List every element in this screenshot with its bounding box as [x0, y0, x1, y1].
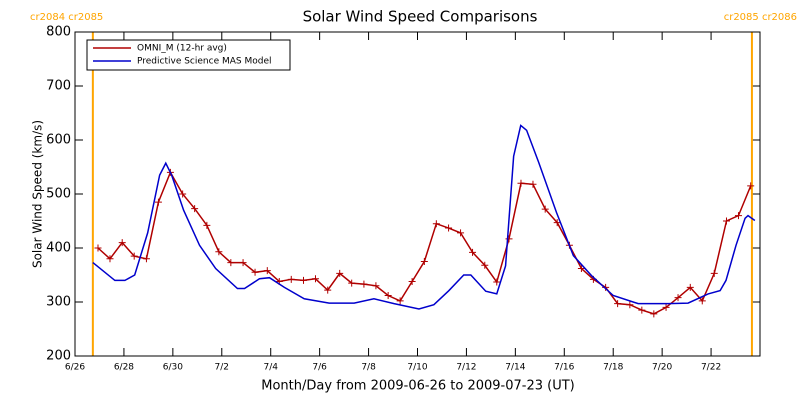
- data-point: [118, 239, 126, 247]
- data-point: [710, 269, 718, 277]
- data-point: [457, 229, 465, 237]
- data-point: [734, 212, 742, 220]
- data-point: [142, 255, 150, 263]
- x-tick-label: 6/30: [163, 363, 183, 373]
- legend-label: OMNI_M (12-hr avg): [137, 44, 227, 54]
- data-point: [336, 269, 344, 277]
- plot-frame: [74, 31, 761, 357]
- data-point: [493, 278, 501, 286]
- data-point: [227, 259, 235, 267]
- data-point: [154, 198, 162, 206]
- x-tick-label: 7/12: [456, 363, 476, 373]
- data-point: [299, 276, 307, 284]
- x-tick-label: 6/28: [114, 363, 134, 373]
- chart-title: Solar Wind Speed Comparisons: [303, 8, 538, 26]
- data-point: [106, 255, 114, 263]
- data-point: [372, 282, 380, 290]
- data-point: [94, 244, 102, 252]
- x-tick-label: 7/6: [312, 363, 327, 373]
- data-point: [662, 303, 670, 311]
- data-point: [553, 219, 561, 227]
- carrington-label: cr2084 cr2085: [30, 12, 103, 23]
- data-point: [747, 182, 755, 190]
- data-point: [420, 258, 428, 265]
- data-point: [408, 277, 416, 285]
- x-tick-label: 7/20: [652, 363, 672, 373]
- series-line: [92, 124, 756, 310]
- data-point: [360, 280, 368, 288]
- y-tick-label: 500: [46, 187, 71, 202]
- data-point: [203, 221, 211, 229]
- data-point: [541, 205, 549, 213]
- data-point: [191, 205, 199, 213]
- data-point: [130, 252, 138, 260]
- x-tick-label: 7/2: [215, 363, 229, 373]
- data-point: [311, 275, 319, 283]
- x-tick-label: 7/14: [505, 363, 525, 373]
- x-tick-label: 7/10: [407, 363, 427, 373]
- data-point: [614, 300, 622, 308]
- y-tick-label: 200: [46, 349, 71, 364]
- data-point: [384, 292, 392, 300]
- x-tick-label: 7/4: [263, 363, 278, 373]
- x-axis-label: Month/Day from 2009-06-26 to 2009-07-23 …: [261, 379, 574, 394]
- data-point: [698, 297, 706, 305]
- data-point: [179, 190, 187, 198]
- data-point: [469, 248, 477, 256]
- x-tick-label: 7/18: [603, 363, 623, 373]
- legend-label: Predictive Science MAS Model: [137, 57, 272, 67]
- data-point: [686, 283, 694, 291]
- data-point: [577, 265, 585, 273]
- data-point: [529, 180, 537, 188]
- data-point: [505, 235, 513, 243]
- x-tick-label: 7/16: [554, 363, 574, 373]
- data-point: [650, 310, 658, 318]
- y-tick-label: 700: [46, 79, 71, 94]
- carrington-label: cr2085 cr2086: [724, 12, 797, 23]
- y-tick-label: 300: [46, 295, 71, 310]
- data-point: [251, 268, 259, 276]
- data-point: [215, 248, 223, 256]
- y-tick-label: 800: [46, 25, 71, 40]
- data-point: [324, 286, 332, 294]
- x-tick-label: 7/22: [701, 363, 721, 373]
- data-point: [517, 179, 525, 187]
- data-point: [638, 306, 646, 314]
- data-point: [396, 297, 404, 305]
- data-point: [348, 279, 356, 287]
- data-point: [722, 217, 730, 225]
- data-point: [445, 224, 453, 232]
- data-point: [432, 220, 440, 228]
- x-tick-label: 7/8: [361, 363, 376, 373]
- data-point: [674, 294, 682, 302]
- y-tick-label: 400: [46, 241, 71, 256]
- data-point: [626, 301, 634, 309]
- x-tick-label: 6/26: [65, 363, 85, 373]
- data-point: [481, 261, 489, 269]
- y-tick-label: 600: [46, 133, 71, 148]
- y-axis-label: Solar Wind Speed (km/s): [31, 120, 45, 268]
- data-point: [287, 275, 295, 283]
- data-point: [263, 267, 271, 275]
- data-point: [239, 259, 247, 267]
- legend-box: [86, 39, 291, 71]
